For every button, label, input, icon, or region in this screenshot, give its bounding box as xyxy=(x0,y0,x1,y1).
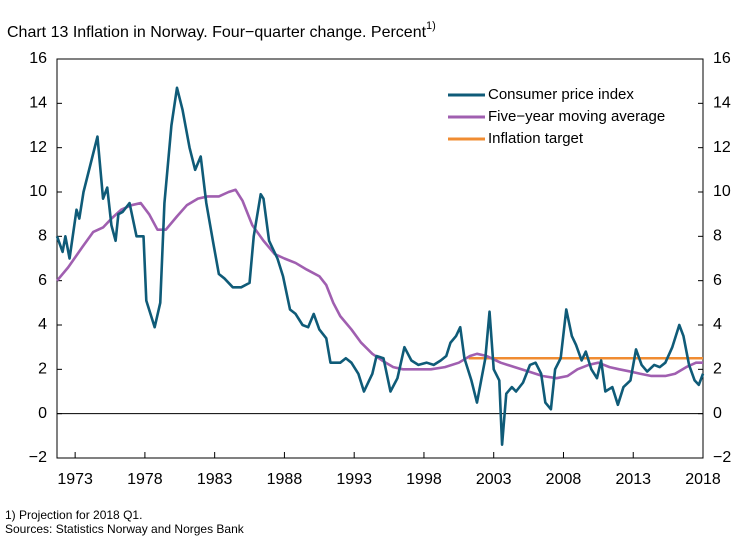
chart-title: Chart 13 Inflation in Norway. Four−quart… xyxy=(7,20,436,41)
x-tick-label: 1988 xyxy=(267,471,303,488)
series-line xyxy=(56,188,703,380)
y2-tick-label: −2 xyxy=(713,449,731,466)
legend-label: Consumer price index xyxy=(488,86,634,103)
y-tick-label: 6 xyxy=(38,272,47,289)
y2-tick-label: 4 xyxy=(713,316,722,333)
x-tick-label: 2003 xyxy=(476,471,512,488)
x-tick-label: 2013 xyxy=(615,471,651,488)
legend-label: Inflation target xyxy=(488,130,584,147)
y2-tick-label: 2 xyxy=(713,361,722,378)
x-tick-label: 1978 xyxy=(127,471,163,488)
y-tick-label: 14 xyxy=(29,95,47,112)
y-tick-label: 2 xyxy=(38,361,47,378)
source: Sources: Statistics Norway and Norges Ba… xyxy=(5,522,245,536)
footnote: 1) Projection for 2018 Q1. xyxy=(5,508,142,522)
y2-tick-label: 14 xyxy=(713,95,731,112)
x-tick-label: 1973 xyxy=(57,471,93,488)
y-tick-label: 4 xyxy=(38,316,47,333)
title-text: Chart 13 Inflation in Norway. Four−quart… xyxy=(7,24,427,41)
y-tick-label: 10 xyxy=(29,183,47,200)
series-line xyxy=(55,86,705,446)
y-tick-label: 16 xyxy=(29,50,47,67)
y-tick-label: 8 xyxy=(38,228,47,245)
legend-label: Five−year moving average xyxy=(488,108,665,125)
y-tick-label: 0 xyxy=(38,405,47,422)
x-tick-label: 1993 xyxy=(336,471,372,488)
title-superscript: 1) xyxy=(426,20,436,32)
x-tick-label: 1983 xyxy=(197,471,233,488)
y2-tick-label: 0 xyxy=(713,405,722,422)
y2-tick-label: 6 xyxy=(713,272,722,289)
y2-tick-label: 8 xyxy=(713,228,722,245)
x-tick-label: 2008 xyxy=(546,471,582,488)
x-tick-label: 1998 xyxy=(406,471,442,488)
y-tick-label: 12 xyxy=(29,139,47,156)
y2-tick-label: 16 xyxy=(713,50,731,67)
y2-tick-label: 12 xyxy=(713,139,731,156)
x-tick-label: 2018 xyxy=(685,471,721,488)
y-tick-label: −2 xyxy=(29,449,47,466)
y2-tick-label: 10 xyxy=(713,183,731,200)
plot-frame xyxy=(56,58,704,459)
